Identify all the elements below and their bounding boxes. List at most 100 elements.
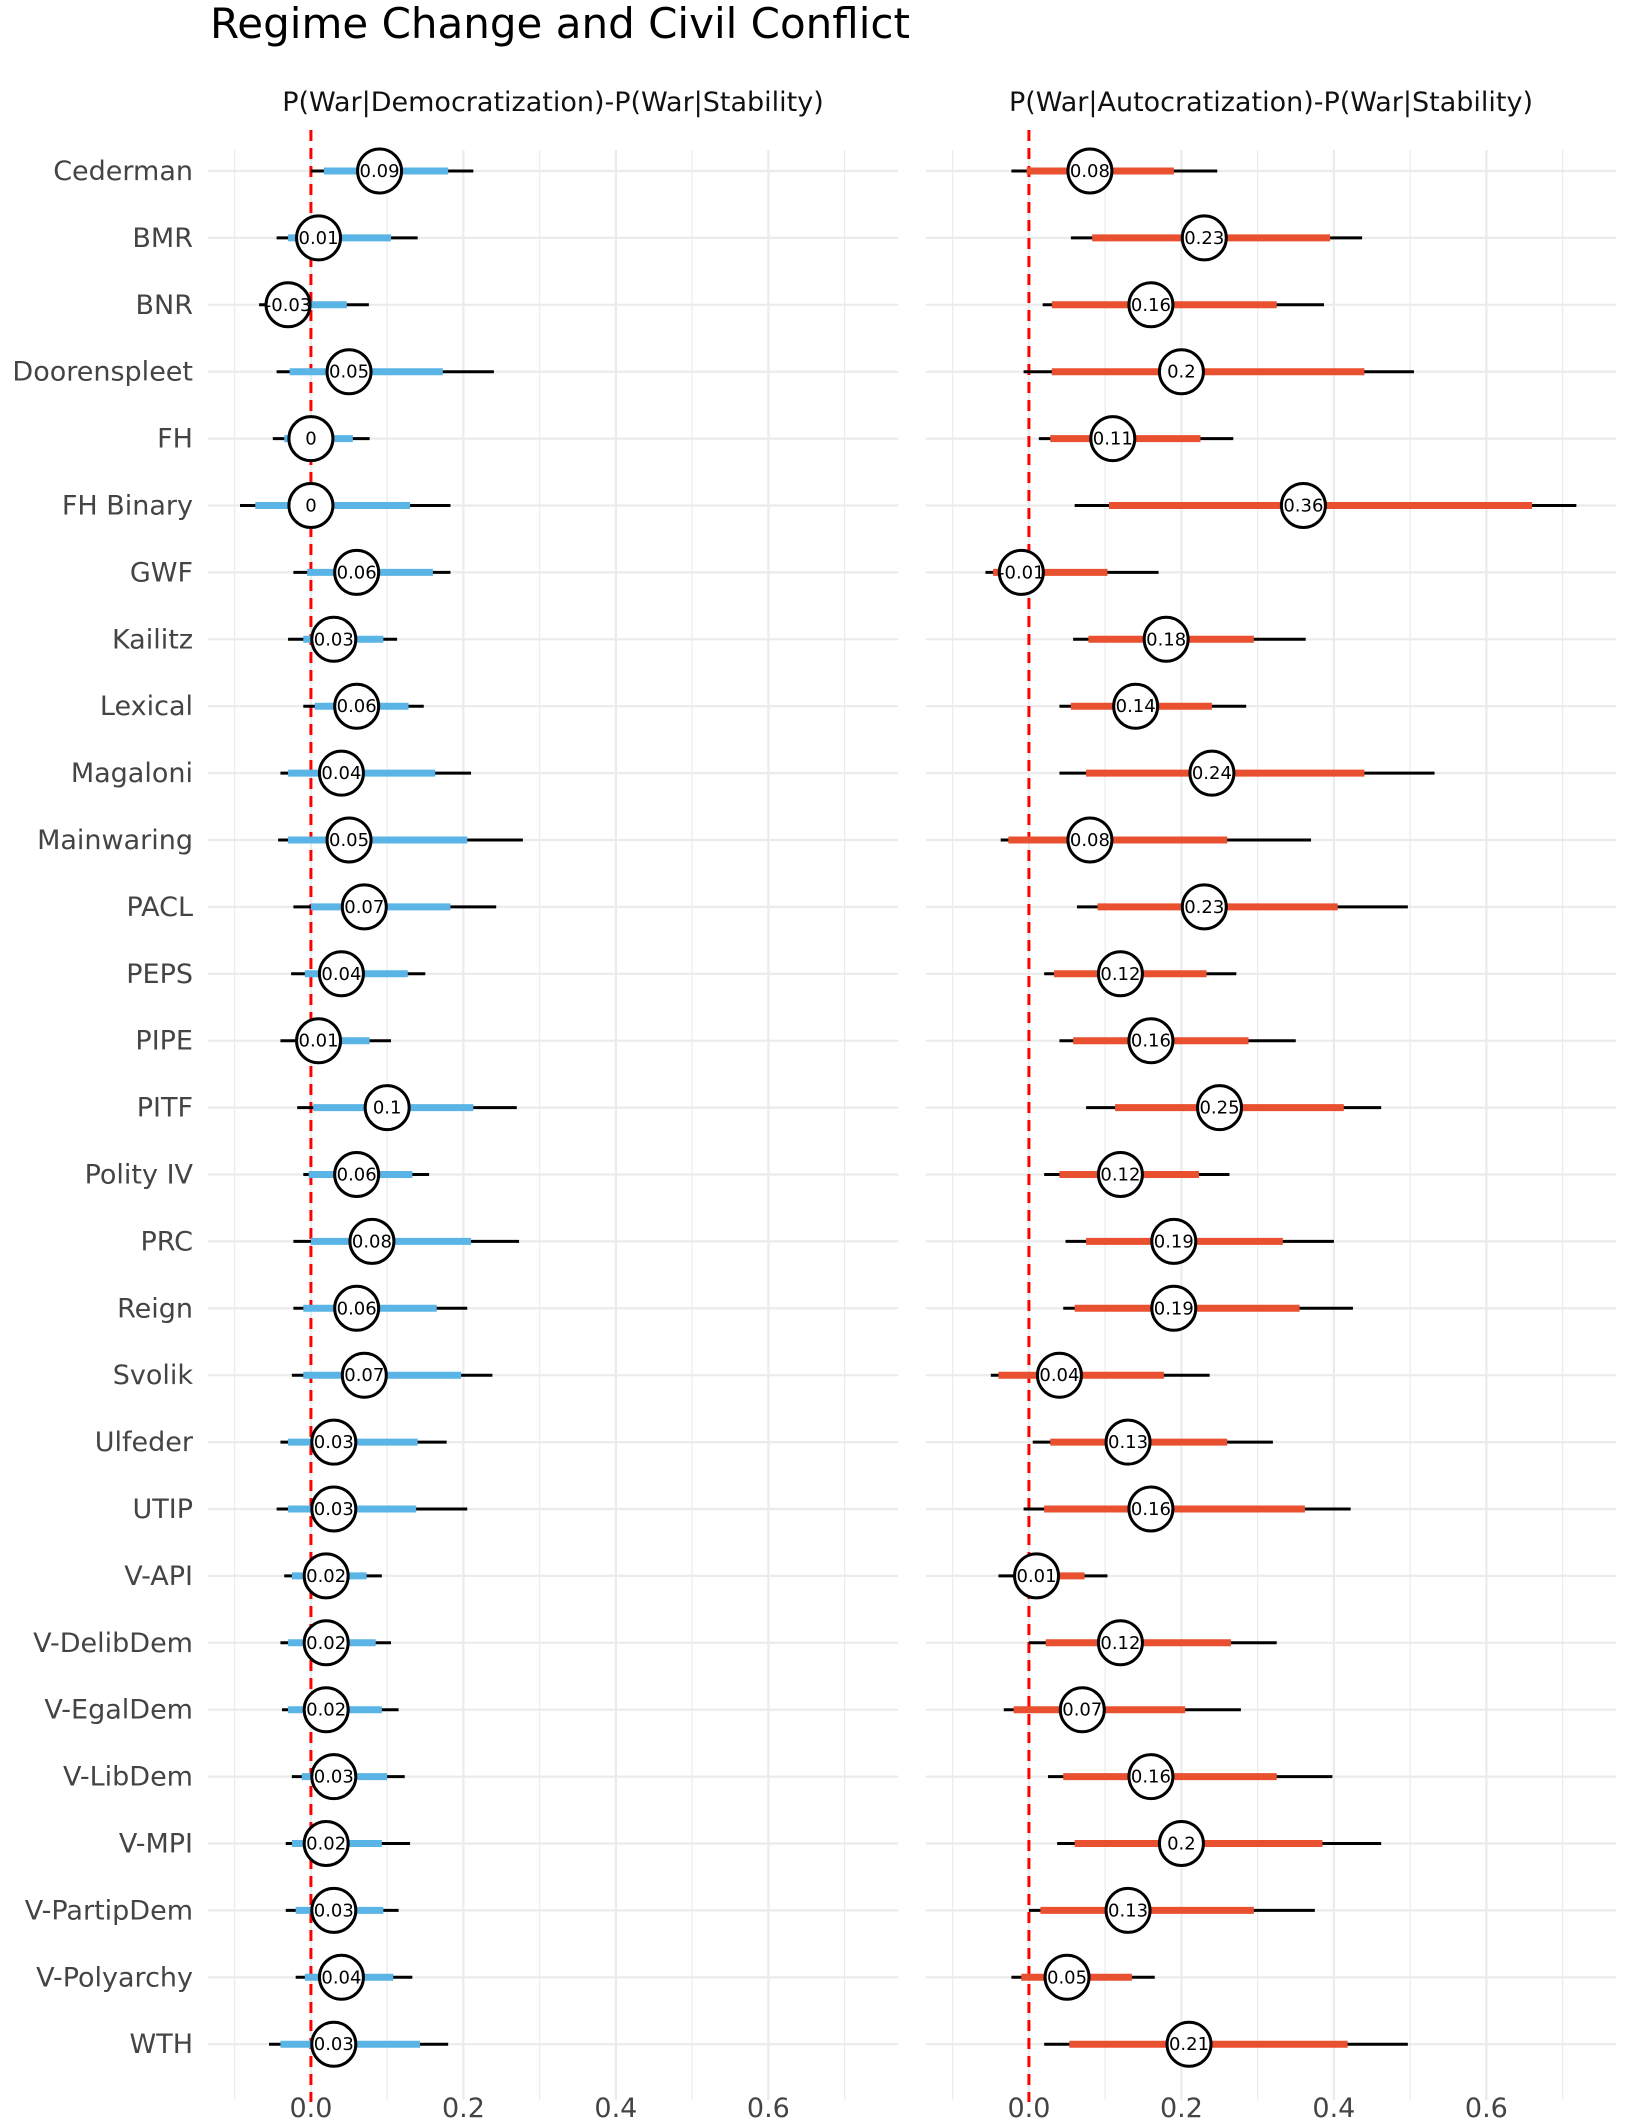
- estimate-label: 0.2: [1167, 362, 1196, 383]
- point-estimate: [1066, 147, 1114, 195]
- estimate-label: 0.12: [1100, 1165, 1140, 1186]
- estimate-label: 0.25: [1199, 1098, 1239, 1119]
- estimate-label: 0.08: [1070, 830, 1110, 851]
- row-label-polity-iv: Polity IV: [85, 1160, 194, 1191]
- row-label-v-api: V-API: [124, 1561, 193, 1592]
- point-estimate: [325, 816, 373, 864]
- estimate-label: 0.04: [1039, 1365, 1079, 1386]
- point-estimate: [310, 2020, 358, 2068]
- estimate-label: 0.03: [314, 1900, 354, 1921]
- estimate-label: 0.36: [1283, 496, 1323, 517]
- point-estimate: [310, 615, 358, 663]
- point-estimate: [340, 883, 388, 931]
- estimate-label: 0.03: [314, 1767, 354, 1788]
- point-estimate: [997, 548, 1045, 596]
- row-label-pitf: PITF: [137, 1093, 193, 1124]
- estimate-label: 0.16: [1131, 1767, 1171, 1788]
- estimate-label: 0.09: [360, 161, 400, 182]
- estimate-label: 0.08: [352, 1231, 392, 1252]
- estimate-label: 0.06: [337, 1298, 377, 1319]
- row-label-fh-binary: FH Binary: [62, 491, 193, 522]
- row-label-cederman: Cederman: [53, 156, 193, 187]
- row-label-bnr: BNR: [136, 290, 193, 321]
- point-estimate: [1127, 281, 1175, 329]
- estimate-label: 0.18: [1146, 629, 1186, 650]
- x-tick-label: 0.2: [1160, 2093, 1203, 2124]
- estimate-label: 0.04: [321, 763, 361, 784]
- panel-2: P(War|Autocratization)-P(War|Stability) 0…: [926, 87, 1616, 2124]
- estimate-label: 0.02: [306, 1834, 346, 1855]
- row-label-fh: FH: [157, 424, 193, 455]
- row-label-bmr: BMR: [132, 223, 193, 254]
- point-estimate: [310, 1418, 358, 1466]
- x-tick-label: 0.4: [594, 2093, 637, 2124]
- point-estimate: [302, 1619, 350, 1667]
- point-estimate: [310, 1753, 358, 1801]
- point-estimate: [1279, 482, 1327, 529]
- x-tick-label: 0.4: [1312, 2093, 1355, 2124]
- row-label-v-egaldem: V-EgalDem: [44, 1695, 193, 1726]
- estimate-label: 0: [305, 429, 316, 450]
- estimate-label: 0.06: [337, 1165, 377, 1186]
- row-label-doorenspleet: Doorenspleet: [12, 357, 193, 388]
- estimate-label: 0: [305, 496, 316, 517]
- point-estimate: [302, 1552, 350, 1600]
- panel-1: P(War|Democratization)-P(War|Stability) 0…: [208, 87, 898, 2124]
- point-estimate: [1096, 950, 1144, 998]
- x-tick-label: 0.6: [747, 2093, 790, 2124]
- point-estimate: [1142, 615, 1190, 663]
- point-estimate: [1096, 1151, 1144, 1198]
- estimate-label: 0.07: [1062, 1700, 1102, 1721]
- row-label-ulfeder: Ulfeder: [95, 1427, 194, 1458]
- row-label-v-polyarchy: V-Polyarchy: [36, 1962, 193, 1993]
- estimate-label: 0.07: [344, 1365, 384, 1386]
- point-estimate: [1157, 348, 1205, 396]
- point-estimate: [1180, 214, 1228, 262]
- estimate-label: 0.03: [314, 1432, 354, 1453]
- estimate-label: 0.23: [1184, 228, 1224, 249]
- estimate-label: -0.03: [265, 295, 312, 316]
- estimate-label: 0.05: [1047, 1967, 1087, 1988]
- estimate-label: 0.13: [1108, 1432, 1148, 1453]
- point-estimate: [1165, 2020, 1213, 2068]
- estimate-label: 0.13: [1108, 1900, 1148, 1921]
- point-estimate: [1104, 1886, 1152, 1934]
- row-labels: Cederman BMR BNR Doorenspleet FH FH Binary GWF…: [12, 156, 193, 2060]
- row-label-v-libdem: V-LibDem: [63, 1762, 193, 1793]
- estimate-label: 0.16: [1131, 295, 1171, 316]
- row-label-v-delibdem: V-DelibDem: [33, 1628, 193, 1659]
- row-label-pipe: PIPE: [135, 1026, 193, 1057]
- estimate-label: 0.01: [299, 228, 339, 249]
- point-estimate: [264, 281, 312, 329]
- point-estimate: [1196, 1084, 1244, 1132]
- estimate-label: 0.08: [1070, 161, 1110, 182]
- point-estimate: [310, 1485, 358, 1533]
- point-estimate: [333, 548, 381, 596]
- panel-title-2: P(War|Autocratization)-P(War|Stability): [1009, 87, 1533, 118]
- point-estimate: [1096, 1619, 1144, 1667]
- point-estimate: [317, 749, 365, 797]
- row-label-reign: Reign: [117, 1293, 193, 1324]
- row-label-peps: PEPS: [126, 959, 193, 990]
- point-estimate: [317, 1953, 365, 2001]
- point-estimate: [1043, 1953, 1091, 2001]
- estimate-label: 0.16: [1131, 1031, 1171, 1052]
- point-estimate: [1127, 1485, 1175, 1533]
- estimate-label: 0.19: [1154, 1298, 1194, 1319]
- point-estimate: [1058, 1686, 1106, 1734]
- estimate-label: 0.1: [373, 1098, 402, 1119]
- estimate-label: 0.05: [329, 830, 369, 851]
- point-estimate: [1035, 1351, 1083, 1399]
- panel-title-1: P(War|Democratization)-P(War|Stability): [282, 87, 824, 118]
- estimate-label: 0.2: [1167, 1834, 1196, 1855]
- point-estimate: [1180, 883, 1228, 931]
- point-estimate: [287, 415, 335, 463]
- estimate-label: 0.11: [1093, 429, 1133, 450]
- point-estimate: [295, 214, 343, 262]
- chart-title: Regime Change and Civil Conflict: [210, 0, 910, 48]
- point-estimate: [333, 1284, 381, 1332]
- estimate-label: 0.12: [1100, 1633, 1140, 1654]
- row-label-v-mpi: V-MPI: [119, 1829, 193, 1860]
- row-label-wth: WTH: [130, 2029, 194, 2060]
